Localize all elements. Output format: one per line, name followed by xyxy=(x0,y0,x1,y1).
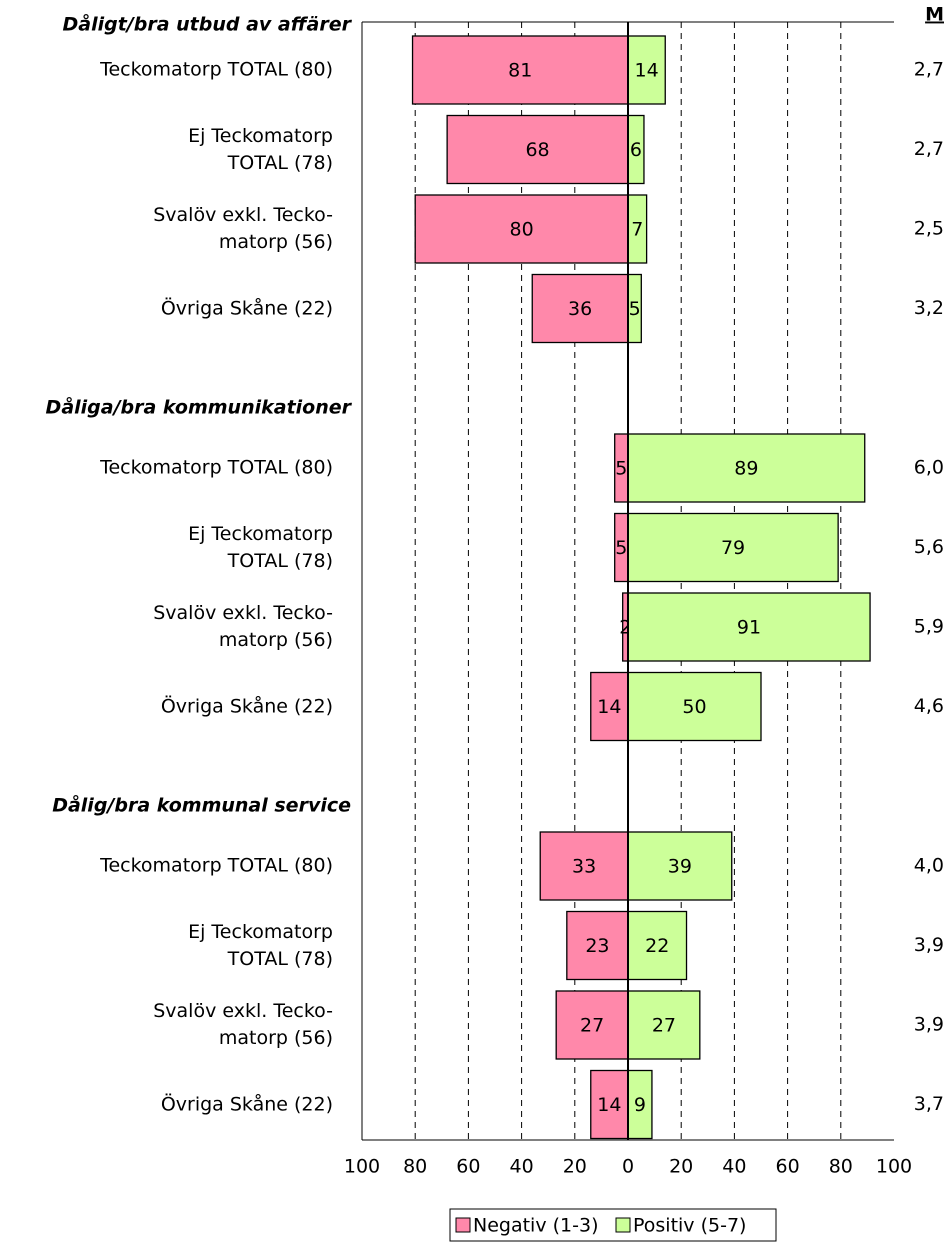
bar xyxy=(627,990,701,1060)
data-label: 5 xyxy=(615,537,627,559)
data-label: 50 xyxy=(682,696,706,718)
data-label: 14 xyxy=(635,60,659,82)
data-label: 27 xyxy=(580,1015,604,1037)
data-label: 6 xyxy=(630,139,642,161)
mean-value: 2,7 xyxy=(914,59,944,81)
category-label: Ej Teckomatorp TOTAL (78) xyxy=(188,124,333,174)
x-tick-label: 100 xyxy=(876,1156,912,1178)
category-label: Svalöv exkl. Tecko- matorp (56) xyxy=(153,204,333,253)
legend-swatch xyxy=(615,1217,631,1233)
bar xyxy=(627,512,839,583)
bar xyxy=(590,1069,629,1140)
bar xyxy=(627,910,688,981)
group-title: Dåligt/bra utbud av affärer xyxy=(62,13,351,36)
data-label: 33 xyxy=(572,856,596,878)
data-label: 5 xyxy=(629,298,641,320)
category-label: Övriga Skåne (22) xyxy=(160,695,333,717)
data-label: 22 xyxy=(645,935,669,957)
category-label: Ej Teckomatorp TOTAL (78) xyxy=(188,920,333,970)
mean-value: 3,9 xyxy=(914,934,944,956)
bar xyxy=(627,671,762,742)
legend-label: Negativ (1-3) xyxy=(473,1215,598,1237)
mean-value: 3,9 xyxy=(914,1014,944,1036)
mean-value: 4,6 xyxy=(914,695,944,717)
x-tick-label: 20 xyxy=(669,1156,693,1178)
bar xyxy=(590,671,629,742)
x-tick-label: 60 xyxy=(456,1156,480,1178)
x-tick-label: 80 xyxy=(829,1156,853,1178)
mean-value: 5,6 xyxy=(914,536,944,558)
data-label: 23 xyxy=(585,935,609,957)
bar xyxy=(627,433,866,503)
data-label: 89 xyxy=(734,458,758,480)
mean-value: 5,9 xyxy=(914,616,944,638)
x-tick-label: 80 xyxy=(403,1156,427,1178)
mean-value: 6,0 xyxy=(914,457,944,479)
bar xyxy=(411,35,629,105)
mean-value: 3,2 xyxy=(914,297,944,319)
data-label: 80 xyxy=(510,219,534,241)
data-label: 91 xyxy=(737,617,761,639)
mean-header: M xyxy=(925,4,944,26)
legend-box xyxy=(449,1208,777,1242)
category-label: Övriga Skåne (22) xyxy=(160,297,333,319)
data-label: 7 xyxy=(631,219,643,241)
mean-value: 3,7 xyxy=(914,1093,944,1115)
data-label: 27 xyxy=(652,1015,676,1037)
category-label: Teckomatorp TOTAL (80) xyxy=(100,456,333,479)
category-label: Teckomatorp TOTAL (80) xyxy=(100,854,333,877)
legend-swatch xyxy=(455,1217,471,1233)
bar xyxy=(627,35,666,105)
bar xyxy=(555,990,629,1060)
bar xyxy=(414,194,629,264)
data-label: 79 xyxy=(721,537,745,559)
data-label: 39 xyxy=(668,856,692,878)
data-label: 81 xyxy=(508,60,532,82)
x-tick-label: 100 xyxy=(344,1156,380,1178)
data-label: 14 xyxy=(597,1094,621,1116)
data-label: 14 xyxy=(597,696,621,718)
mean-value: 2,7 xyxy=(914,138,944,160)
bar xyxy=(531,273,629,344)
x-tick-label: 20 xyxy=(563,1156,587,1178)
category-label: Svalöv exkl. Tecko- matorp (56) xyxy=(153,1000,333,1049)
data-label: 36 xyxy=(568,298,592,320)
mean-value: 2,5 xyxy=(914,218,944,240)
category-label: Övriga Skåne (22) xyxy=(160,1093,333,1115)
data-label: 9 xyxy=(634,1094,646,1116)
x-tick-label: 40 xyxy=(722,1156,746,1178)
category-label: Ej Teckomatorp TOTAL (78) xyxy=(188,522,333,572)
group-title: Dålig/bra kommunal service xyxy=(52,794,351,817)
mean-value: 4,0 xyxy=(914,855,944,877)
legend-label: Positiv (5-7) xyxy=(633,1215,746,1237)
x-tick-label: 40 xyxy=(510,1156,534,1178)
group-title: Dåliga/bra kommunikationer xyxy=(45,396,351,419)
bar xyxy=(446,114,629,185)
data-label: 5 xyxy=(615,458,627,480)
bar xyxy=(627,592,871,662)
x-tick-label: 60 xyxy=(776,1156,800,1178)
bar xyxy=(627,831,733,901)
category-label: Svalöv exkl. Tecko- matorp (56) xyxy=(153,602,333,651)
category-label: Teckomatorp TOTAL (80) xyxy=(100,58,333,81)
x-tick-label: 0 xyxy=(622,1156,634,1178)
data-label: 68 xyxy=(525,139,549,161)
